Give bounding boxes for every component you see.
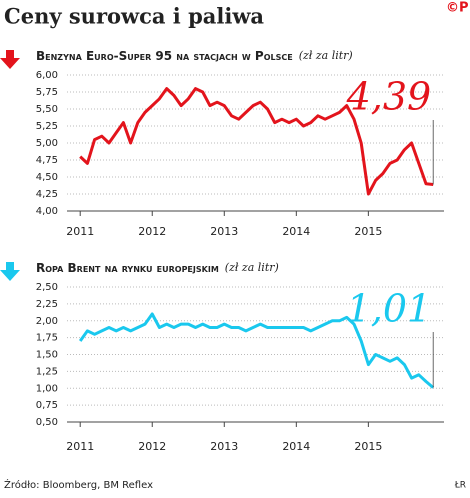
y-tick-label: 1,00: [36, 383, 58, 394]
x-tick-label: 2013: [210, 225, 238, 238]
y-tick-label: 1,50: [36, 350, 58, 361]
x-tick-label: 2014: [282, 225, 310, 238]
unit: (zł za litr): [225, 261, 279, 274]
x-tick-label: 2012: [138, 440, 166, 453]
logo: ©P: [446, 1, 469, 16]
y-tick-label: 4,75: [36, 155, 58, 166]
annotation: 4,39: [346, 75, 432, 119]
y-tick-label: 0,50: [36, 417, 58, 428]
data-line: [78, 312, 435, 389]
arrow-icon: [0, 262, 20, 281]
y-tick-label: 5,75: [36, 87, 58, 98]
y-tick-label: 5,50: [36, 104, 58, 115]
y-tick-label: 5,00: [36, 138, 58, 149]
y-tick-label: 2,25: [36, 299, 58, 310]
y-tick-label: 6,00: [36, 70, 58, 81]
y-tick-label: 2,00: [36, 316, 58, 327]
arrow-icon: [0, 50, 20, 69]
data-line: [79, 87, 434, 196]
x-tick-label: 2011: [66, 440, 94, 453]
x-tick-label: 2015: [354, 225, 382, 238]
page-title: Ceny surowca i paliwa: [4, 4, 264, 29]
chart-subtitle: Benzyna Euro-Super 95 na stacjach w Pols…: [36, 49, 353, 63]
y-tick-label: 1,25: [36, 366, 58, 377]
chart-subtitle: Ropa Brent na rynku europejskim (zł za li…: [36, 261, 279, 275]
x-tick-label: 2015: [354, 440, 382, 453]
source: Źródło: Bloomberg, BM Reflex: [4, 478, 153, 491]
y-tick-label: 1,75: [36, 333, 58, 344]
unit: (zł za litr): [299, 49, 353, 62]
subtitle-text: Ropa Brent na rynku europejskim: [36, 261, 219, 275]
y-tick-label: 4,00: [36, 206, 58, 217]
x-tick-label: 2013: [210, 440, 238, 453]
subtitle-text: Benzyna Euro-Super 95 na stacjach w Pols…: [36, 49, 293, 63]
y-tick-label: 4,25: [36, 189, 58, 200]
x-tick-label: 2012: [138, 225, 166, 238]
x-tick-label: 2014: [282, 440, 310, 453]
x-tick-label: 2011: [66, 225, 94, 238]
y-tick-label: 0,75: [36, 400, 58, 411]
credit: ŁR: [454, 481, 466, 491]
y-tick-label: 4,50: [36, 172, 58, 183]
annotation: 1,01: [347, 287, 432, 331]
y-tick-label: 2,50: [36, 282, 58, 293]
y-tick-label: 5,25: [36, 121, 58, 132]
